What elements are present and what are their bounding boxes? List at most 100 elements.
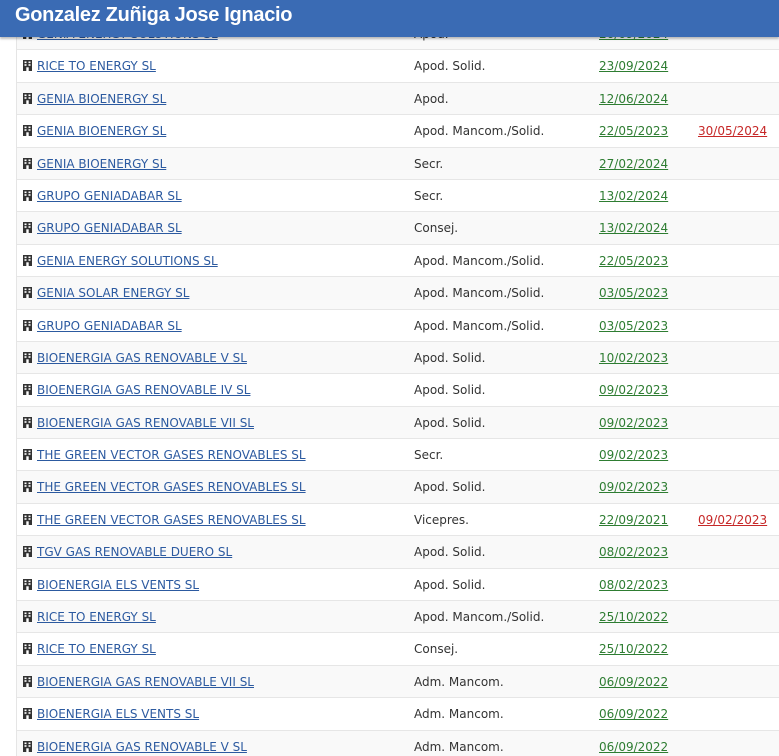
company-link[interactable]: BIOENERGIA ELS VENTS SL — [37, 707, 200, 722]
company-link[interactable]: GRUPO GENIADABAR SL — [37, 188, 182, 203]
start-date-link[interactable]: 09/02/2023 — [599, 448, 669, 463]
table-row: GENIA ENERGY SOLUTIONS SL Apod. Mancom./S… — [17, 244, 779, 278]
start-date-link[interactable]: 06/09/2022 — [599, 707, 669, 722]
start-date-link[interactable]: 09/02/2023 — [599, 415, 669, 430]
company-cell: GENIA SOLAR ENERGY SL — [23, 277, 189, 309]
date-cell: 25/10/2022 — [599, 601, 668, 633]
start-date-link[interactable]: 13/02/2024 — [599, 221, 669, 236]
building-icon — [23, 287, 32, 299]
start-date-link[interactable]: 09/02/2023 — [599, 480, 669, 495]
table-row: RICE TO ENERGY SL Apod. Solid. 23/09/2024 — [17, 50, 779, 83]
date-cell: 03/05/2023 — [599, 310, 668, 342]
start-date-link[interactable]: 25/10/2022 — [599, 642, 669, 657]
role-cell: Secr. — [414, 448, 444, 463]
start-date-link[interactable]: 25/10/2022 — [599, 610, 669, 625]
page-header: Gonzalez Zuñiga Jose Ignacio — [0, 0, 779, 37]
start-date-link[interactable]: 03/05/2023 — [599, 286, 669, 301]
building-icon — [23, 611, 32, 623]
company-cell: RICE TO ENERGY SL — [23, 601, 156, 633]
company-link[interactable]: GENIA BIOENERGY SL — [37, 91, 167, 106]
building-icon — [23, 643, 32, 655]
company-link[interactable]: BIOENERGIA GAS RENOVABLE VII SL — [37, 415, 254, 430]
company-cell: GENIA BIOENERGY SL — [23, 115, 166, 147]
company-link[interactable]: GRUPO GENIADABAR SL — [37, 221, 182, 236]
date-cell: 09/02/2023 — [599, 471, 668, 503]
building-icon — [23, 157, 32, 169]
company-link[interactable]: BIOENERGIA GAS RENOVABLE V SL — [37, 739, 247, 754]
company-cell: BIOENERGIA GAS RENOVABLE IV SL — [23, 374, 250, 406]
company-link[interactable]: TGV GAS RENOVABLE DUERO SL — [37, 545, 233, 560]
company-link[interactable]: GENIA BIOENERGY SL — [37, 156, 167, 171]
company-link[interactable]: THE GREEN VECTOR GASES RENOVABLES SL — [37, 512, 306, 527]
start-date-link[interactable]: 08/02/2023 — [599, 577, 669, 592]
date-cell: 06/09/2022 — [599, 698, 668, 730]
role-cell: Apod. Solid. — [414, 545, 486, 560]
company-cell: GRUPO GENIADABAR SL — [23, 212, 182, 244]
company-link[interactable]: GENIA ENERGY SOLUTIONS SL — [37, 253, 218, 268]
company-cell: THE GREEN VECTOR GASES RENOVABLES SL — [23, 504, 306, 536]
table-row: BIOENERGIA GAS RENOVABLE V SL Adm. Mancom… — [17, 730, 779, 756]
date-cell: 06/09/2022 — [599, 666, 668, 698]
table-row: BIOENERGIA GAS RENOVABLE IV SL Apod. Soli… — [17, 374, 779, 407]
company-link[interactable]: GENIA BIOENERGY SL — [37, 124, 167, 139]
building-icon — [23, 449, 32, 461]
company-link[interactable]: GENIA SOLAR ENERGY SL — [37, 286, 190, 301]
start-date-link[interactable]: 06/09/2022 — [599, 674, 669, 689]
table-row: THE GREEN VECTOR GASES RENOVABLES SL Vice… — [17, 503, 779, 537]
start-date-link[interactable]: 09/02/2023 — [599, 383, 669, 398]
role-cell: Apod. — [414, 91, 449, 106]
end-date-cell: 09/02/2023 — [698, 504, 767, 536]
company-cell: RICE TO ENERGY SL — [23, 50, 156, 82]
company-link[interactable]: THE GREEN VECTOR GASES RENOVABLES SL — [37, 448, 306, 463]
start-date-link[interactable]: 23/09/2024 — [599, 59, 669, 74]
date-cell: 22/09/2021 — [599, 504, 668, 536]
end-date-cell: 30/05/2024 — [698, 115, 767, 147]
table-row: BIOENERGIA GAS RENOVABLE VII SL Apod. Sol… — [17, 406, 779, 440]
building-icon — [23, 546, 32, 558]
table-row: RICE TO ENERGY SL Apod. Mancom./Solid. 25/… — [17, 601, 779, 634]
date-cell: 23/09/2024 — [599, 50, 668, 82]
company-cell: BIOENERGIA GAS RENOVABLE VII SL — [23, 666, 254, 698]
company-link[interactable]: BIOENERGIA GAS RENOVABLE IV SL — [37, 383, 251, 398]
company-cell: RICE TO ENERGY SL — [23, 633, 156, 665]
company-link[interactable]: BIOENERGIA GAS RENOVABLE V SL — [37, 350, 247, 365]
building-icon — [23, 60, 32, 72]
company-link[interactable]: THE GREEN VECTOR GASES RENOVABLES SL — [37, 480, 306, 495]
company-cell: BIOENERGIA GAS RENOVABLE V SL — [23, 731, 247, 756]
end-date-link[interactable]: 30/05/2024 — [698, 124, 768, 139]
start-date-link[interactable]: 13/02/2024 — [599, 188, 669, 203]
start-date-link[interactable]: 27/02/2024 — [599, 156, 669, 171]
building-icon — [23, 578, 32, 590]
start-date-link[interactable]: 22/09/2021 — [599, 512, 669, 527]
end-date-link[interactable]: 09/02/2023 — [698, 512, 768, 527]
company-link[interactable]: GRUPO GENIADABAR SL — [37, 318, 182, 333]
date-cell: 08/02/2023 — [599, 536, 668, 568]
role-cell: Apod. Solid. — [414, 59, 486, 74]
start-date-link[interactable]: 12/06/2024 — [599, 91, 669, 106]
role-cell: Apod. Mancom./Solid. — [414, 610, 545, 625]
building-icon — [23, 92, 32, 104]
building-icon — [23, 254, 32, 266]
start-date-link[interactable]: 22/05/2023 — [599, 124, 669, 139]
role-cell: Consej. — [414, 642, 459, 657]
company-link[interactable]: RICE TO ENERGY SL — [37, 59, 156, 74]
start-date-link[interactable]: 06/09/2022 — [599, 739, 669, 754]
date-cell: 09/02/2023 — [599, 407, 668, 439]
start-date-link[interactable]: 03/05/2023 — [599, 318, 669, 333]
company-link[interactable]: RICE TO ENERGY SL — [37, 642, 156, 657]
role-cell: Apod. Solid. — [414, 415, 486, 430]
start-date-link[interactable]: 08/02/2023 — [599, 545, 669, 560]
table-row: THE GREEN VECTOR GASES RENOVABLES SL Apod… — [17, 471, 779, 504]
company-link[interactable]: BIOENERGIA ELS VENTS SL — [37, 577, 200, 592]
date-cell: 12/06/2024 — [599, 83, 668, 115]
start-date-link[interactable]: 22/05/2023 — [599, 253, 669, 268]
company-link[interactable]: BIOENERGIA GAS RENOVABLE VII SL — [37, 674, 254, 689]
table-body: GENIA ENERGY SOLUTIONS SLApod.26/09/2024… — [17, 18, 779, 756]
date-cell: 09/02/2023 — [599, 374, 668, 406]
table-row: GRUPO GENIADABAR SL Consej. 13/02/2024 — [17, 212, 779, 245]
building-icon — [23, 351, 32, 363]
appointments-table: GENIA ENERGY SOLUTIONS SLApod.26/09/2024… — [16, 18, 779, 756]
start-date-link[interactable]: 10/02/2023 — [599, 350, 669, 365]
table-row: BIOENERGIA GAS RENOVABLE V SL Apod. Solid… — [17, 341, 779, 375]
company-link[interactable]: RICE TO ENERGY SL — [37, 610, 156, 625]
